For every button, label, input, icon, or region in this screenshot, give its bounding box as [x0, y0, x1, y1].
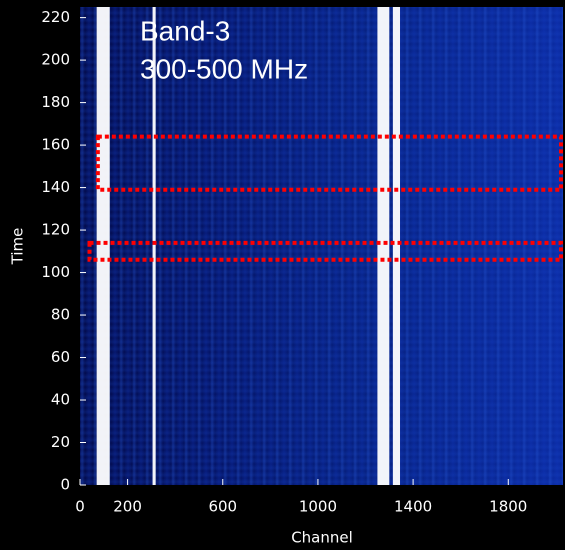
y-tick-label: 200	[41, 51, 70, 69]
y-tick-label: 60	[51, 348, 70, 366]
bright-channel	[377, 7, 390, 485]
x-axis-label: Channel	[291, 529, 353, 547]
x-tick-label: 1000	[299, 498, 337, 516]
y-tick-label: 40	[51, 391, 70, 409]
x-tick-label: 200	[113, 498, 142, 516]
x-tick-label: 0	[75, 498, 85, 516]
x-tick-label: 1800	[489, 498, 527, 516]
bright-channel	[96, 7, 110, 485]
y-tick-label: 80	[51, 306, 70, 324]
y-tick-label: 160	[41, 136, 70, 154]
bright-channel	[152, 7, 156, 485]
y-tick-label: 140	[41, 178, 70, 196]
highlight-box	[95, 134, 564, 192]
x-tick-label: 1400	[394, 498, 432, 516]
y-tick-label: 120	[41, 221, 70, 239]
y-tick-label: 0	[60, 476, 70, 494]
x-tick-label: 600	[208, 498, 237, 516]
chart-subtitle: 300-500 MHz	[140, 53, 308, 84]
highlight-box	[87, 240, 563, 262]
y-axis-label: Time	[9, 228, 27, 266]
spectrogram	[80, 7, 563, 485]
y-tick-label: 20	[51, 433, 70, 451]
bright-channel	[392, 7, 401, 485]
y-tick-label: 220	[41, 8, 70, 26]
y-tick-label: 100	[41, 263, 70, 281]
y-tick-label: 180	[41, 93, 70, 111]
